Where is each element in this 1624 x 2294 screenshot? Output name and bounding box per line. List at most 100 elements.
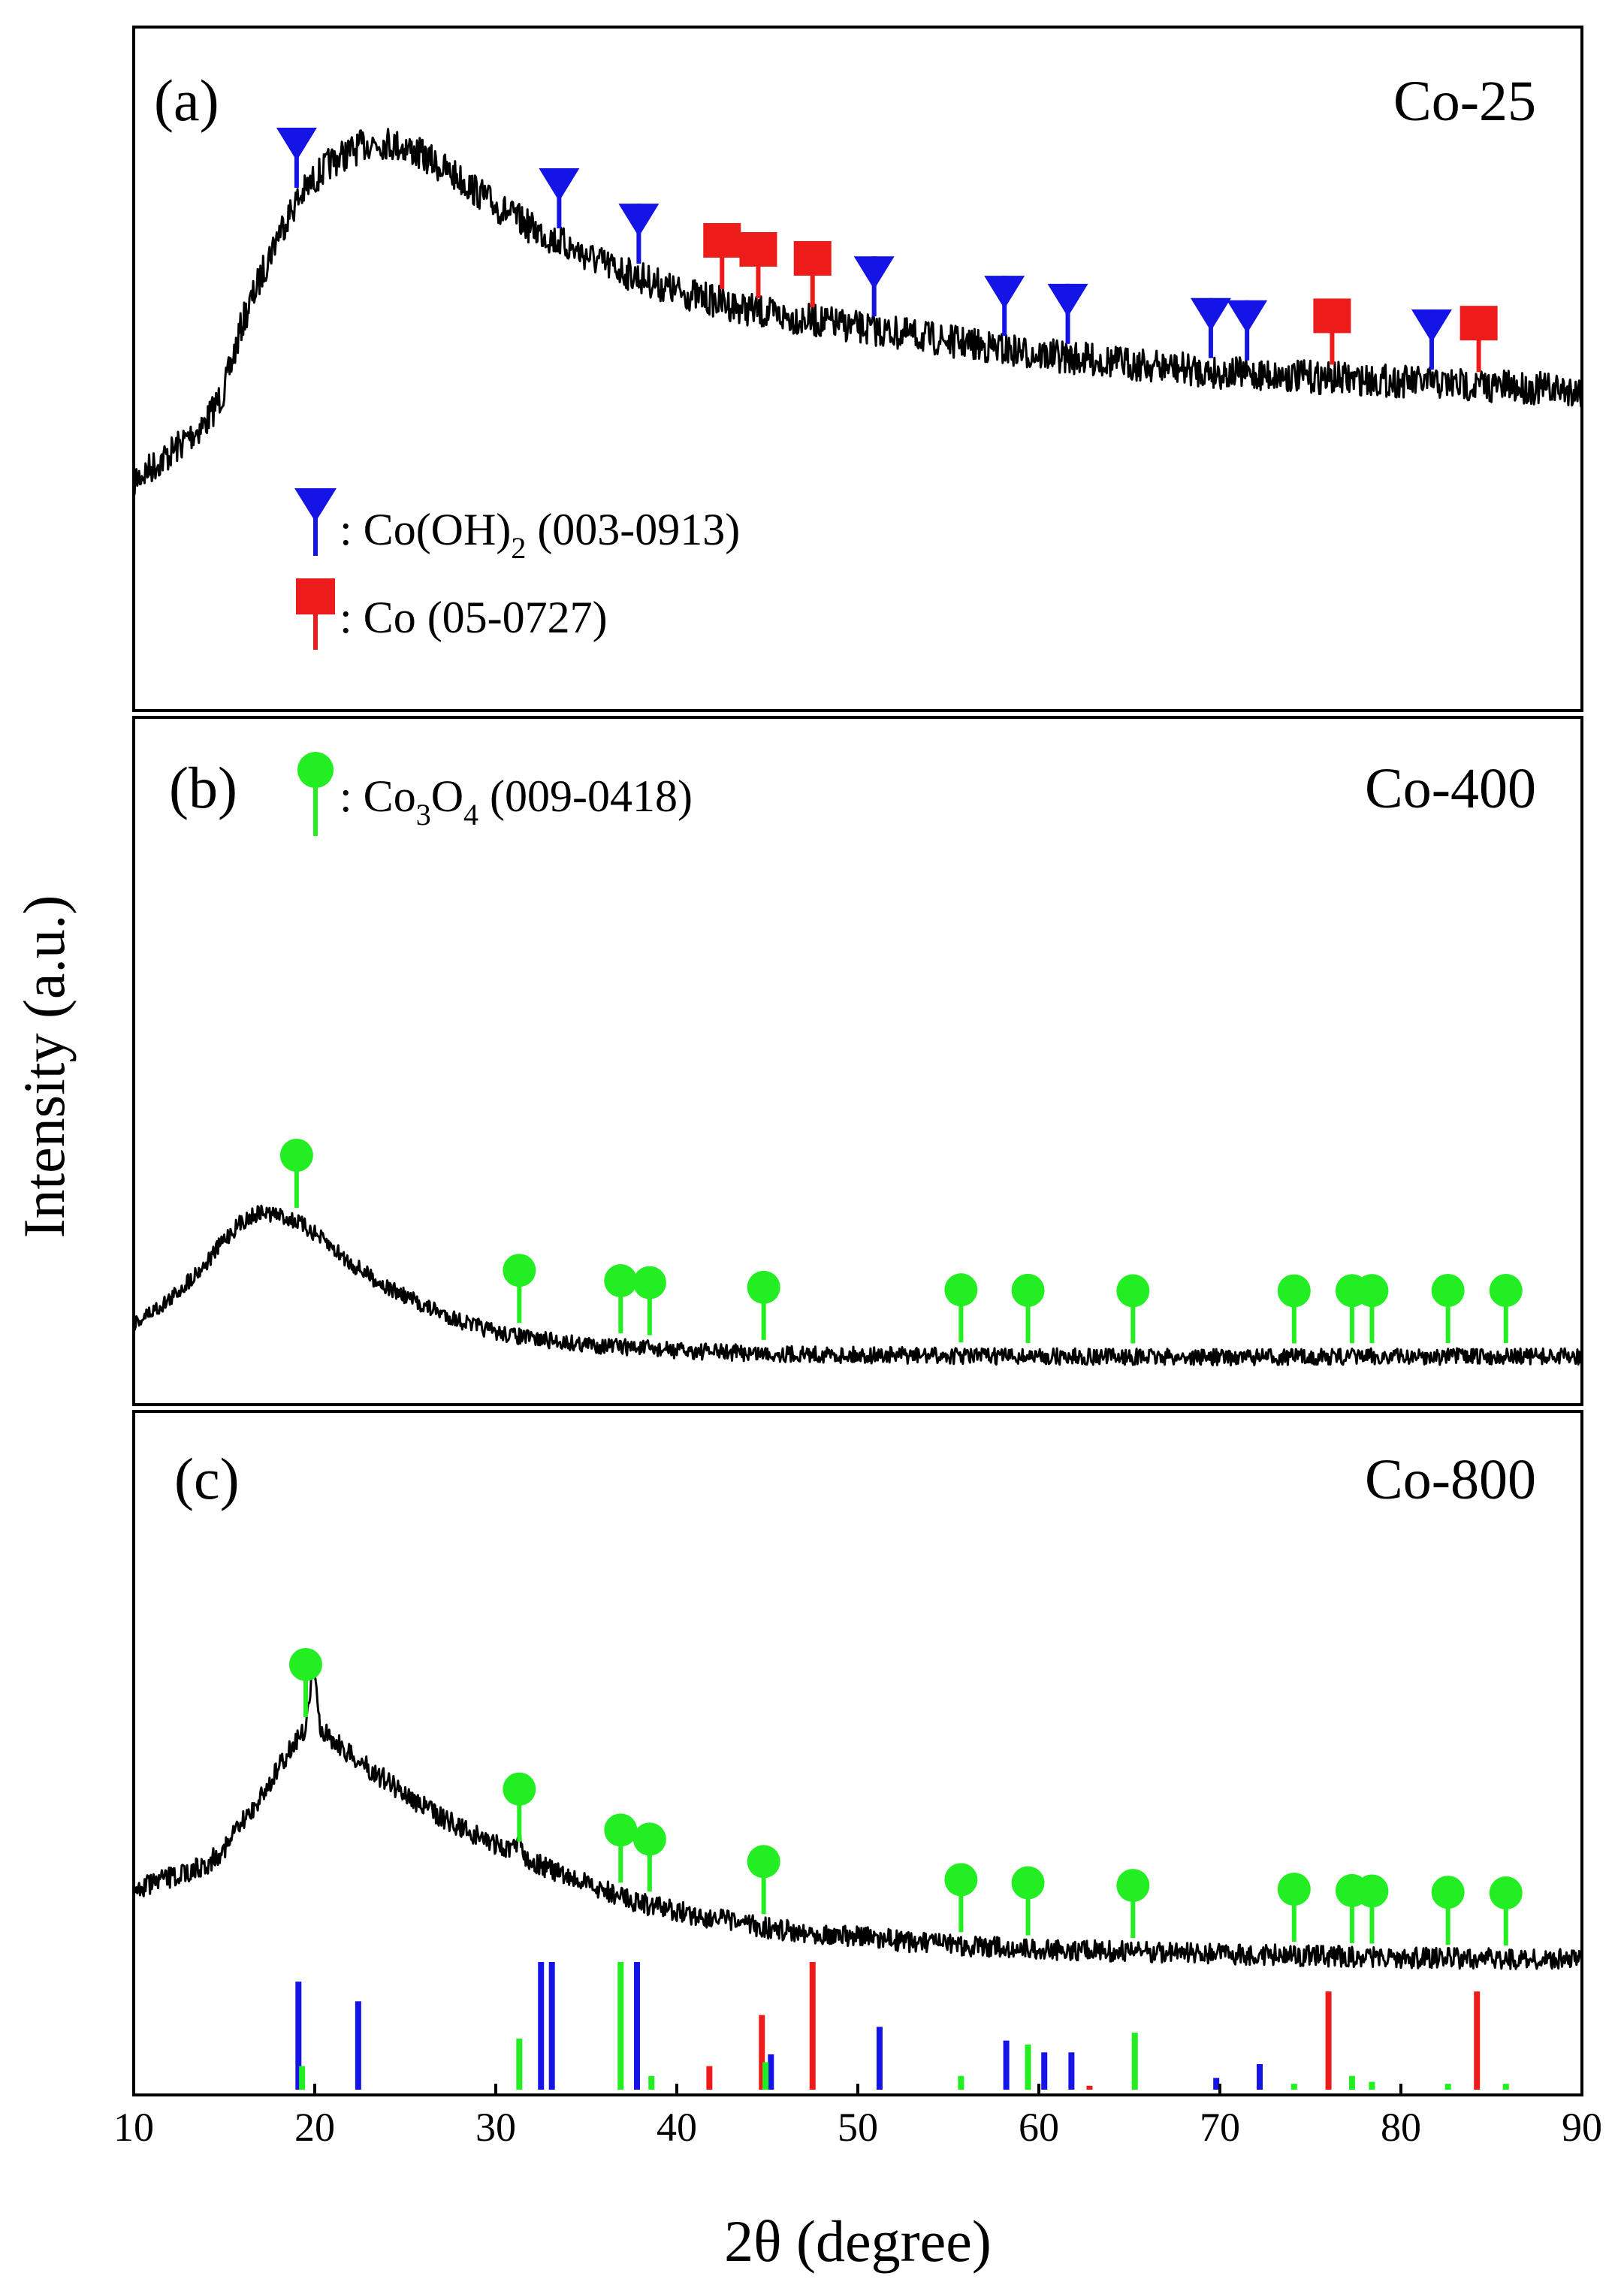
reference-stick-co_oh2-10 [1213, 2078, 1220, 2090]
peak-marker-a-co_oh2-2 [618, 204, 660, 264]
x-tick-label-30: 30 [475, 2105, 516, 2150]
peak-marker-a-co_oh2-5 [1047, 283, 1088, 344]
reference-stick-co3o4-25 [1131, 2033, 1138, 2090]
peak-marker-c-co3o4-2 [604, 1813, 638, 1883]
legend-co-text: : Co (05-0727) [340, 593, 608, 642]
reference-stick-co3o4-19 [516, 2039, 523, 2090]
reference-stick-co3o4-27 [1348, 2075, 1355, 2090]
legend-co3o4-mid: O [431, 771, 463, 821]
x-tick-label-80: 80 [1381, 2105, 1421, 2150]
reference-stick-co_oh2-4 [633, 1962, 640, 2090]
panel-b-sample: Co-400 [1365, 757, 1536, 820]
peak-marker-c-co3o4-1 [503, 1772, 536, 1842]
peak-marker-a-co-4 [1459, 306, 1498, 373]
peak-marker-a-co-0 [703, 223, 741, 289]
legend-co: : Co (05-0727) [296, 578, 608, 650]
reference-stick-co-13 [759, 2015, 765, 2090]
peak-marker-a-co_oh2-1 [539, 168, 580, 228]
peak-marker-b-co3o4-5 [944, 1273, 978, 1343]
panel-b-frame [132, 716, 1583, 1406]
reference-stick-co_oh2-2 [538, 1962, 545, 2090]
reference-stick-co3o4-21 [648, 2075, 655, 2090]
peak-marker-a-co-2 [793, 241, 832, 307]
x-tick-label-20: 20 [294, 2105, 335, 2150]
reference-stick-co-16 [1325, 1991, 1332, 2090]
peak-marker-a-co-1 [739, 232, 777, 298]
reference-stick-co3o4-24 [1025, 2044, 1031, 2090]
peak-marker-b-co3o4-2 [604, 1264, 638, 1334]
svg-text:: Co3O4 (009-0418): : Co3O4 (009-0418) [340, 771, 693, 832]
x-tick-label-50: 50 [838, 2105, 878, 2150]
x-tick-label-40: 40 [657, 2105, 697, 2150]
reference-stick-co3o4-26 [1290, 2084, 1297, 2090]
peak-marker-c-co3o4-10 [1355, 1874, 1389, 1944]
panel-b-label: (b) [169, 755, 237, 820]
peak-marker-b-co3o4-6 [1011, 1273, 1045, 1343]
x-axis-title: 2θ (degree) [724, 2208, 992, 2274]
reference-stick-co_oh2-1 [355, 2001, 361, 2090]
peak-marker-b-co3o4-8 [1277, 1274, 1311, 1344]
peak-marker-a-co_oh2-7 [1227, 300, 1268, 361]
reference-stick-co-14 [809, 1962, 816, 2090]
svg-text:: Co(OH)2 (003-0913): : Co(OH)2 (003-0913) [340, 505, 740, 565]
xrd-pattern-a [132, 128, 1583, 496]
peak-marker-c-co3o4-12 [1489, 1876, 1523, 1946]
legend-circle-icon [297, 752, 334, 836]
peak-marker-b-co3o4-12 [1489, 1274, 1523, 1343]
peak-marker-b-co3o4-11 [1431, 1274, 1465, 1343]
reference-stick-co3o4-28 [1369, 2081, 1375, 2090]
panel-a-sample: Co-25 [1393, 70, 1536, 133]
peak-marker-b-co3o4-4 [747, 1270, 780, 1340]
peak-marker-a-co-3 [1313, 298, 1351, 365]
legend-co3o4-sub2: 4 [463, 798, 478, 832]
reference-stick-co3o4-29 [1444, 2084, 1451, 2090]
reference-stick-co3o4-20 [617, 1962, 624, 2090]
panel-a-label: (a) [154, 68, 219, 133]
reference-stick-co_oh2-0 [295, 1982, 302, 2090]
peak-marker-a-co_oh2-4 [984, 276, 1025, 337]
peak-marker-b-co3o4-0 [279, 1139, 313, 1208]
reference-stick-co_oh2-8 [1041, 2052, 1048, 2090]
panel-a-frame [132, 26, 1583, 712]
peak-marker-a-co_oh2-3 [853, 256, 895, 317]
x-tick-label-60: 60 [1019, 2105, 1059, 2150]
reference-stick-co_oh2-7 [1003, 2040, 1010, 2090]
peak-marker-c-co3o4-6 [1011, 1866, 1045, 1936]
reference-stick-co_oh2-3 [548, 1962, 555, 2090]
reference-stick-co3o4-23 [958, 2075, 964, 2090]
x-tick-label-10: 10 [113, 2105, 154, 2150]
panel-c-label: (c) [174, 1446, 240, 1511]
peak-marker-b-co3o4-1 [503, 1254, 536, 1324]
peak-marker-c-co3o4-7 [1116, 1869, 1150, 1939]
peak-marker-c-co3o4-8 [1277, 1873, 1311, 1942]
reference-stick-co_oh2-9 [1068, 2052, 1075, 2090]
xrd-pattern-c [132, 1669, 1583, 1970]
peak-marker-c-co3o4-4 [747, 1845, 780, 1915]
legend-co3o4: : Co3O4 (009-0418) [297, 752, 693, 836]
legend-square-icon [296, 578, 335, 650]
legend-co-oh2: : Co(OH)2 (003-0913) [294, 488, 740, 565]
peak-marker-a-co_oh2-6 [1190, 297, 1231, 358]
legend-co-oh2-suffix: (003-0913) [526, 505, 740, 554]
reference-stick-co_oh2-5 [768, 2054, 774, 2090]
reference-stick-co-17 [1474, 1991, 1481, 2090]
y-axis-title: Intensity (a.u.) [11, 895, 77, 1238]
xrd-pattern-b [132, 1204, 1583, 1367]
reference-stick-co3o4-30 [1502, 2084, 1509, 2090]
legend-co3o4-prefix: : Co [340, 771, 416, 821]
peak-marker-c-co3o4-3 [632, 1822, 666, 1892]
peak-marker-a-co_oh2-0 [276, 128, 317, 188]
reference-stick-co_oh2-11 [1257, 2064, 1263, 2090]
peak-marker-b-co3o4-3 [632, 1266, 666, 1336]
peak-marker-b-co3o4-7 [1116, 1274, 1150, 1344]
reference-stick-co_oh2-6 [876, 2027, 883, 2090]
legend-co-oh2-sub: 2 [511, 531, 526, 565]
reference-stick-co-12 [706, 2066, 713, 2090]
reference-stick-co3o4-22 [762, 2062, 769, 2090]
reference-stick-co-15 [1086, 2085, 1093, 2090]
legend-co3o4-suffix: (009-0418) [478, 771, 693, 821]
legend-triangle-icon [294, 488, 337, 556]
reference-stick-co3o4-18 [299, 2066, 306, 2090]
legend-co-oh2-prefix: : Co(OH) [340, 505, 511, 554]
